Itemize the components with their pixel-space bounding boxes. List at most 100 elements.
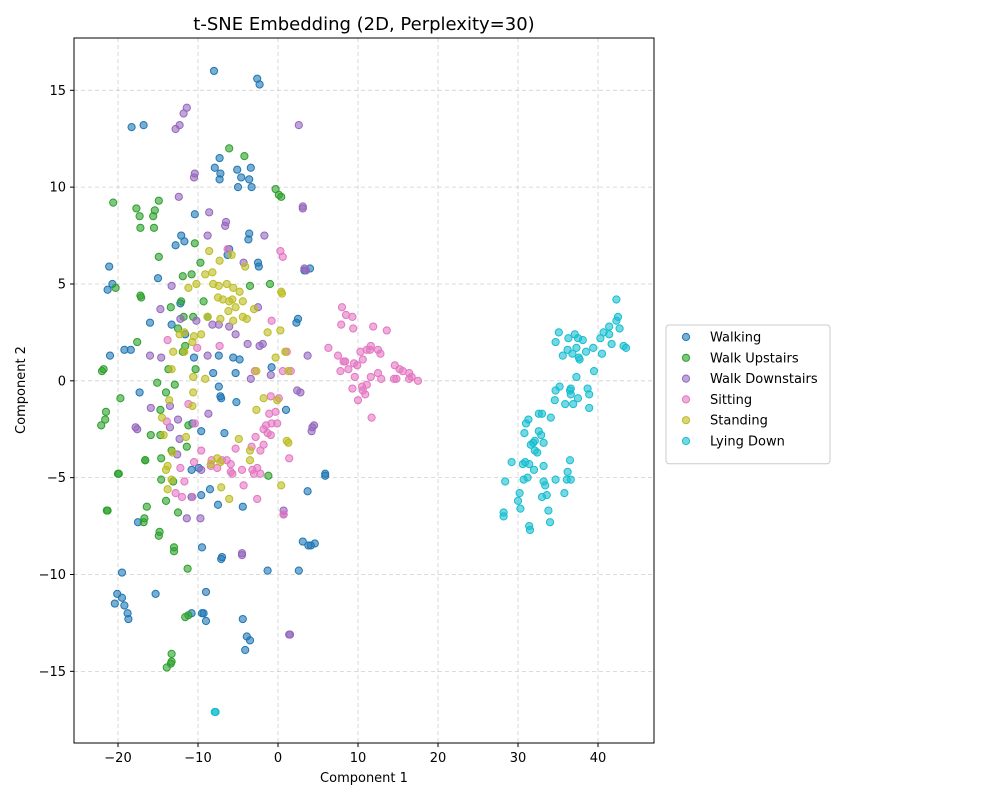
data-point: [285, 630, 294, 639]
data-point: [197, 446, 206, 455]
data-point: [276, 326, 285, 335]
data-point: [145, 318, 155, 327]
data-point: [189, 353, 199, 362]
data-point: [133, 337, 142, 347]
data-point: [382, 326, 391, 335]
data-point: [180, 477, 189, 486]
data-point: [206, 459, 215, 469]
data-point: [214, 281, 223, 291]
y-tick-label: 15: [49, 84, 66, 99]
data-point: [273, 396, 282, 405]
data-point: [585, 403, 594, 413]
data-point: [565, 386, 575, 395]
data-point: [344, 365, 353, 374]
data-point: [581, 347, 591, 356]
series-walking: [103, 66, 330, 655]
data-point: [231, 303, 240, 312]
data-point: [273, 419, 282, 428]
x-tick-label: −20: [104, 751, 131, 766]
data-point: [190, 210, 199, 219]
data-point: [259, 425, 268, 434]
data-point: [177, 297, 186, 306]
data-point: [136, 223, 145, 232]
data-point: [321, 471, 330, 480]
data-point: [176, 314, 185, 323]
data-point: [205, 485, 215, 494]
data-point: [337, 320, 346, 329]
data-point: [254, 262, 263, 271]
axis-ticks: −20 −10 0 10 20 30 40 −15 −10 −5 0 5 10 15: [39, 84, 607, 766]
y-axis-label: Component 2: [14, 346, 29, 434]
chart-title: t-SNE Embedding (2D, Perplexity=30): [193, 14, 534, 35]
data-point: [242, 314, 251, 323]
data-point: [139, 121, 148, 130]
data-point: [139, 518, 148, 527]
data-point: [303, 351, 312, 360]
data-point: [244, 235, 253, 244]
data-point: [237, 173, 246, 182]
data-point: [103, 506, 112, 515]
data-point: [278, 252, 287, 261]
data-point: [245, 636, 255, 645]
data-point: [157, 413, 167, 422]
data-point: [279, 510, 288, 519]
data-point: [215, 341, 224, 351]
data-point: [187, 465, 196, 475]
data-point: [156, 405, 165, 414]
data-point: [413, 376, 423, 385]
data-point: [216, 458, 225, 467]
data-point: [157, 475, 166, 484]
legend-marker: [681, 332, 691, 342]
data-point: [612, 295, 621, 304]
data-point: [171, 489, 180, 498]
y-tick-label: −10: [39, 568, 66, 583]
data-point: [154, 196, 163, 205]
data-point: [201, 374, 210, 383]
data-point: [157, 353, 166, 362]
data-point: [209, 368, 218, 378]
data-point: [544, 506, 553, 515]
data-point: [298, 204, 307, 213]
data-point: [193, 343, 202, 352]
data-point: [341, 357, 350, 366]
grid-lines: [74, 38, 654, 743]
data-point: [167, 649, 176, 659]
data-point: [225, 322, 234, 331]
data-point: [189, 372, 198, 382]
data-point: [161, 388, 171, 397]
data-point: [197, 543, 207, 552]
data-point: [245, 446, 255, 455]
data-point: [178, 272, 187, 281]
data-point: [353, 396, 363, 405]
data-point: [109, 198, 118, 207]
data-point: [537, 430, 546, 440]
data-points: [97, 66, 631, 717]
data-point: [256, 446, 265, 455]
data-point: [541, 481, 550, 490]
data-point: [154, 252, 163, 261]
data-point: [165, 396, 174, 405]
data-point: [281, 405, 291, 414]
data-point: [149, 223, 159, 232]
legend: Walking Walk Upstairs Walk Downstairs Sitti…: [665, 324, 831, 465]
y-tick-label: 0: [58, 374, 66, 389]
data-point: [585, 390, 594, 399]
data-point: [105, 351, 115, 360]
data-point: [127, 122, 136, 132]
data-point: [167, 320, 176, 329]
legend-box: [665, 324, 831, 465]
data-point: [197, 330, 206, 339]
data-point: [177, 492, 187, 502]
data-point: [621, 343, 631, 352]
data-point: [233, 165, 242, 174]
data-point: [205, 208, 214, 217]
data-point: [513, 496, 523, 505]
data-point: [376, 349, 385, 358]
data-point: [613, 312, 623, 322]
data-point: [307, 427, 316, 436]
data-point: [215, 175, 224, 184]
data-point: [188, 492, 197, 502]
data-point: [519, 475, 528, 484]
data-point: [281, 347, 290, 356]
data-point: [120, 601, 129, 610]
